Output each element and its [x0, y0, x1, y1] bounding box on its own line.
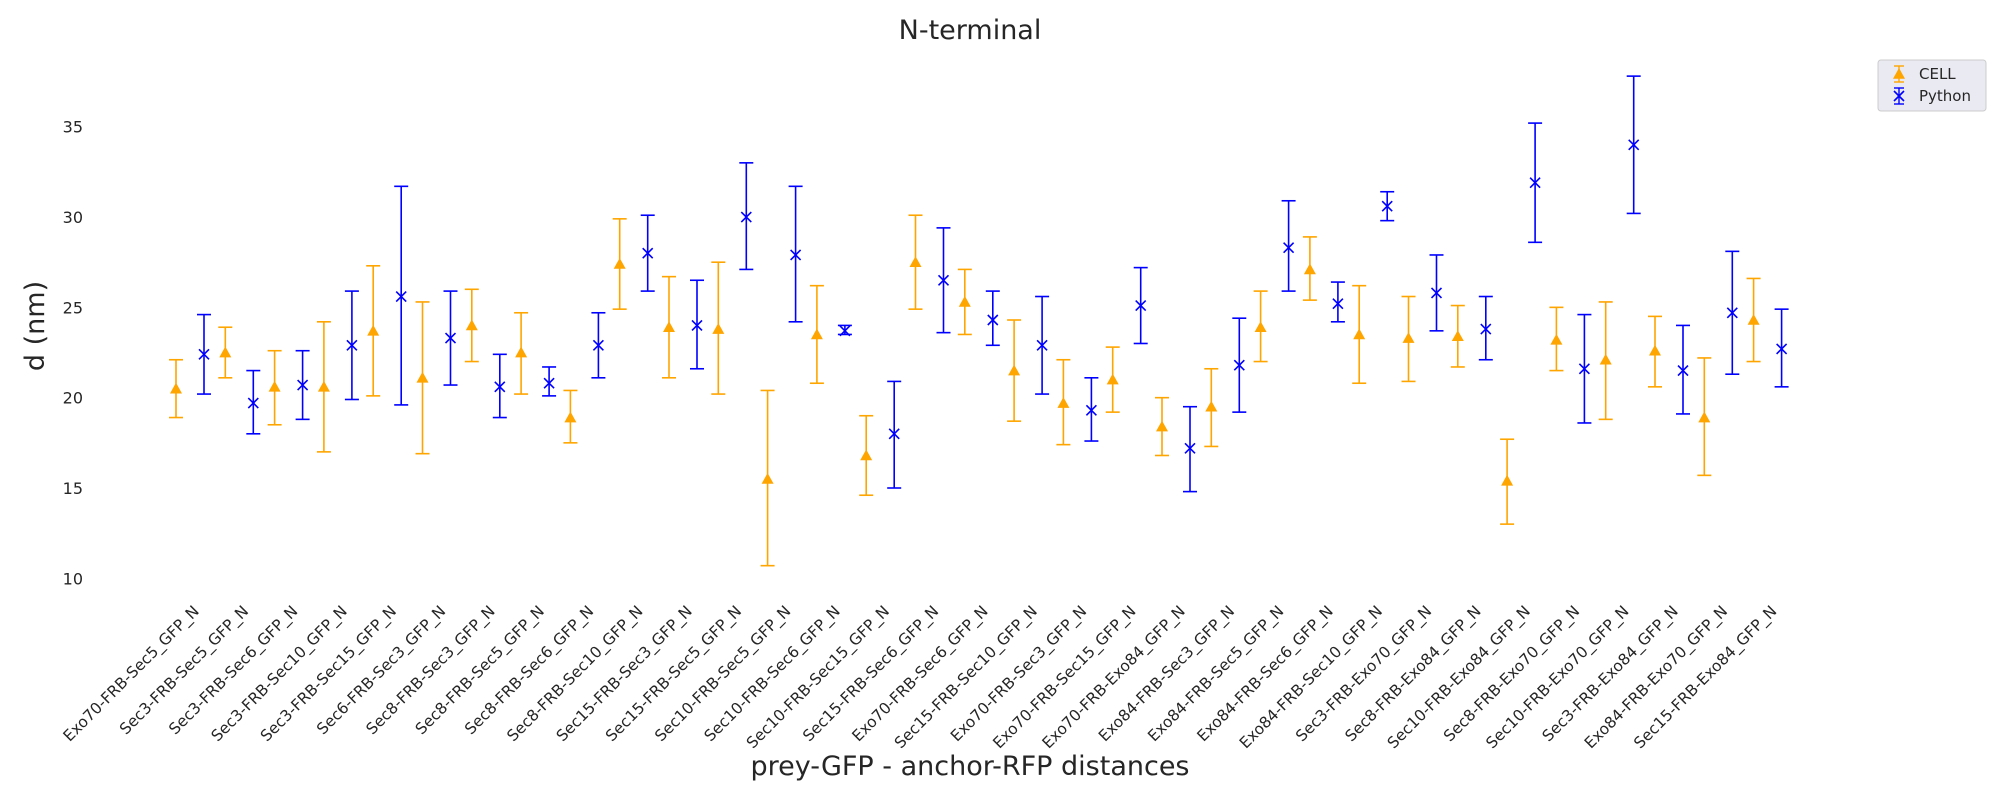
data-point [1628, 139, 1640, 151]
data-point [1550, 333, 1563, 345]
y-tick-label: 15 [63, 479, 83, 498]
data-point [613, 258, 626, 269]
data-point [543, 377, 555, 389]
legend-frame [1877, 59, 1987, 112]
data-point [1402, 332, 1415, 343]
data-point [958, 295, 971, 307]
data-point [1677, 365, 1689, 377]
data-point [1451, 330, 1464, 342]
legend: CELL Python [1877, 59, 1987, 112]
plot-area [169, 75, 1789, 567]
data-point [1156, 420, 1168, 432]
data-point [317, 380, 330, 392]
legend-marker-icon [1893, 68, 1905, 79]
data-point [1480, 323, 1492, 335]
data-point [1332, 298, 1344, 310]
data-point [198, 348, 210, 360]
data-point [297, 379, 309, 391]
data-point [1726, 307, 1738, 319]
y-tick-label: 20 [63, 389, 83, 408]
legend-marker-icon [1893, 90, 1905, 102]
data-point [1233, 359, 1245, 371]
data-point [1747, 314, 1760, 325]
data-point [1008, 364, 1021, 376]
data-point [219, 346, 232, 358]
data-point [395, 290, 407, 303]
data-point [987, 314, 999, 326]
data-point [1205, 400, 1218, 412]
x-axis: Exo70-FRB-Sec5_GFP_NSec3-FRB-Sec5_GFP_NS… [60, 602, 1781, 753]
data-point [416, 371, 429, 383]
data-point [1036, 339, 1048, 351]
legend-label: Python [1919, 87, 1971, 105]
data-point [712, 323, 725, 334]
data-point [790, 249, 802, 261]
data-point [515, 346, 528, 358]
data-point [1381, 200, 1393, 212]
data-point [1303, 263, 1316, 275]
y-tick-label: 30 [63, 208, 83, 227]
data-point [1599, 353, 1612, 365]
data-point [1698, 411, 1711, 423]
data-point [1649, 344, 1661, 356]
data-point [663, 321, 675, 333]
chart-title: N-terminal [899, 15, 1042, 46]
data-point [247, 397, 259, 409]
legend-entry-python: Python [1893, 87, 1971, 105]
data-point [1184, 442, 1196, 454]
data-point [1085, 404, 1097, 416]
data-point [367, 324, 380, 336]
data-point [691, 319, 703, 331]
data-point [888, 428, 900, 440]
data-point [268, 380, 281, 392]
data-point [642, 247, 654, 259]
y-axis-label: d (nm) [20, 281, 51, 371]
series-cell [169, 214, 1761, 567]
data-point [1135, 299, 1147, 312]
legend-entry-cell: CELL [1893, 65, 1956, 83]
data-point [444, 332, 457, 344]
data-point [761, 472, 774, 484]
data-point [1057, 397, 1070, 408]
data-point [1578, 363, 1590, 375]
data-point [909, 256, 922, 267]
data-point [494, 381, 506, 393]
y-tick-label: 25 [63, 298, 83, 317]
y-tick-label: 10 [63, 569, 83, 588]
data-point [810, 328, 823, 340]
series-python [197, 75, 1789, 493]
data-point [1529, 177, 1541, 189]
data-point [740, 211, 752, 223]
data-point [592, 339, 604, 351]
data-point [564, 411, 577, 423]
data-point [1283, 242, 1295, 254]
y-tick-label: 35 [63, 118, 83, 137]
data-point [860, 449, 873, 461]
data-point [465, 319, 478, 331]
data-point [346, 339, 358, 351]
legend-label: CELL [1919, 65, 1956, 83]
data-point [170, 382, 182, 394]
data-point [1776, 343, 1788, 355]
x-axis-label: prey-GFP - anchor-RFP distances [750, 751, 1189, 782]
data-point [1501, 474, 1514, 486]
data-point [839, 325, 851, 337]
data-point [1106, 373, 1119, 385]
data-point [1430, 287, 1443, 299]
data-point [1353, 328, 1366, 340]
data-point [1254, 321, 1267, 333]
data-point [937, 274, 950, 286]
y-axis: 10 15 20 25 30 35 [63, 118, 83, 589]
